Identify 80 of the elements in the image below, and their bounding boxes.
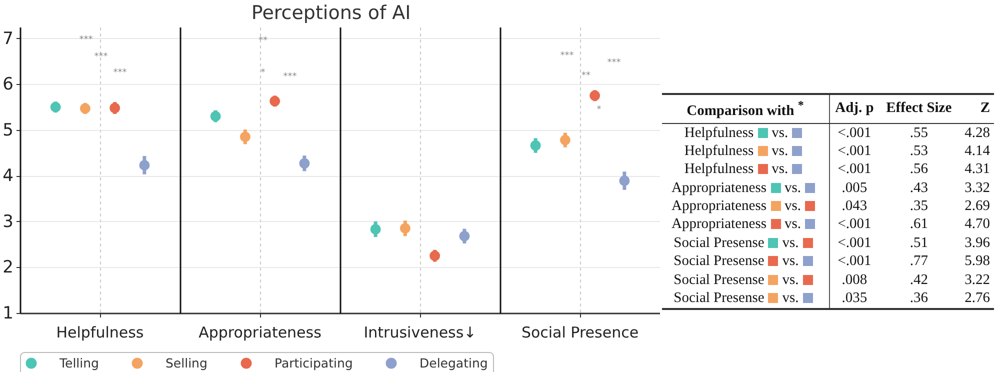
category-label: Appropriateness (671, 216, 766, 232)
category-label: Z (958, 94, 994, 124)
text: 3.22 (964, 272, 990, 288)
annotation: ** (258, 36, 268, 46)
text: vs. (772, 142, 788, 159)
text: vs. (782, 290, 799, 306)
text: <.001 (838, 124, 872, 141)
y-tick-label: 6 (2, 74, 14, 95)
x-tick-label: Appropriateness (198, 324, 322, 342)
text: <.001 (838, 253, 872, 270)
y-tick-label: 5 (2, 120, 14, 140)
text: vs. (784, 198, 802, 214)
text: .53 (910, 142, 928, 159)
text: .42 (910, 272, 928, 288)
text: vs. (772, 124, 788, 141)
text: .55 (910, 124, 928, 141)
annotation: *** (607, 58, 622, 68)
category-label: Social Presense (674, 253, 764, 270)
text: vs. (784, 180, 802, 196)
category-label: Social Presense (674, 272, 764, 288)
text: .36 (910, 290, 928, 306)
text: .56 (910, 161, 928, 178)
text: <.001 (838, 142, 872, 159)
text: <.001 (838, 216, 872, 232)
text: .35 (910, 198, 928, 214)
text: vs. (784, 216, 802, 232)
text: <.001 (838, 234, 872, 251)
x-tick-label: Intrusiveness↓ (364, 324, 476, 342)
text: 4.31 (964, 161, 990, 178)
text: 4.14 (964, 142, 990, 159)
text: .77 (910, 253, 928, 270)
text: 4.70 (964, 216, 990, 232)
text: .035 (842, 290, 868, 306)
text: vs. (782, 253, 799, 270)
text: .043 (842, 198, 868, 214)
x-tick-label: Helpfulness (56, 324, 144, 342)
legend-label: Selling (166, 355, 208, 370)
legend-label: Telling (58, 355, 99, 370)
y-tick-label: 3 (2, 212, 14, 232)
annotation: * (260, 68, 266, 78)
y-tick-label: 1 (2, 304, 14, 324)
category-label: Helpfulness (684, 124, 754, 141)
text: 2.76 (964, 290, 990, 306)
text: vs. (782, 234, 799, 251)
text: .43 (910, 180, 928, 196)
category-label: Appropriateness (671, 180, 766, 196)
legend-label: Participating (274, 355, 353, 370)
category-label: Adj. p (829, 94, 880, 124)
category-label: Helpfulness (684, 142, 754, 159)
category-label: Effect Size (879, 94, 958, 124)
text: vs. (782, 272, 799, 288)
text: 5.98 (964, 253, 990, 270)
annotation: *** (560, 51, 574, 61)
category-label: Appropriateness (671, 198, 766, 214)
text: .61 (910, 216, 928, 232)
y-tick-label: 7 (2, 28, 14, 49)
annotation: *** (113, 68, 128, 78)
y-tick-label: 2 (2, 258, 14, 278)
category-label: Social Presense (674, 290, 764, 306)
text: 3.32 (964, 180, 990, 196)
text: .51 (910, 234, 928, 251)
legend-label: Delegating (420, 355, 488, 370)
annotation: * (596, 105, 602, 115)
category-label: Comparison with $^{*}$ (662, 94, 829, 124)
category-label: Helpfulness (684, 161, 754, 178)
annotation: *** (283, 72, 298, 82)
annotation: ** (582, 71, 591, 81)
annotation: *** (79, 35, 94, 45)
chart-title: Perceptions of AI (251, 2, 411, 24)
text: 3.96 (964, 234, 990, 251)
text: 2.69 (964, 198, 990, 214)
x-tick-label: Social Presence (521, 324, 639, 342)
text: vs. (772, 161, 788, 178)
y-tick-label: 4 (2, 166, 14, 186)
text: 4.28 (964, 124, 990, 141)
category-label: Social Presense (674, 234, 764, 251)
annotation: *** (94, 52, 108, 62)
text: .005 (842, 180, 868, 196)
text: <.001 (838, 161, 872, 178)
text: .008 (842, 272, 868, 288)
